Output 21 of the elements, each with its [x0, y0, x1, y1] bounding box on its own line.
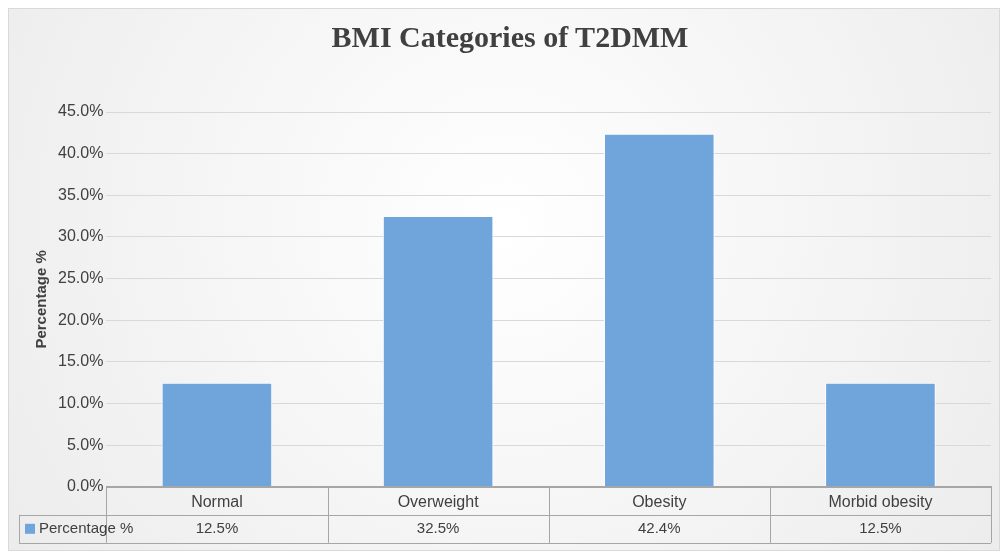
y-tick-label: 20.0% — [57, 310, 104, 328]
data-label: 42.4% — [637, 518, 681, 536]
y-tick-label: 5.0% — [66, 435, 104, 453]
data-label: 32.5% — [416, 518, 460, 536]
legend-label: Percentage % — [39, 518, 134, 536]
x-tick-label: Morbid obesity — [828, 492, 933, 510]
data-label: 12.5% — [195, 518, 239, 536]
y-tick-label: 30.0% — [57, 227, 104, 245]
y-tick-label: 40.0% — [57, 144, 104, 162]
y-tick-label: 45.0% — [57, 102, 104, 120]
data-label: 12.5% — [859, 518, 902, 536]
y-axis-title: Percentage % — [32, 250, 50, 349]
chart-title: BMI Categories of T2DMM — [331, 19, 689, 53]
x-tick-label: Obesity — [632, 492, 687, 510]
x-tick-label: Overweight — [397, 492, 480, 510]
y-tick-label: 10.0% — [57, 393, 104, 411]
y-tick-label: 35.0% — [57, 185, 104, 203]
y-tick-label: 25.0% — [57, 268, 104, 286]
y-tick-label: 0.0% — [66, 477, 104, 495]
y-tick-label: 15.0% — [57, 352, 104, 370]
x-tick-label: Normal — [191, 492, 243, 510]
